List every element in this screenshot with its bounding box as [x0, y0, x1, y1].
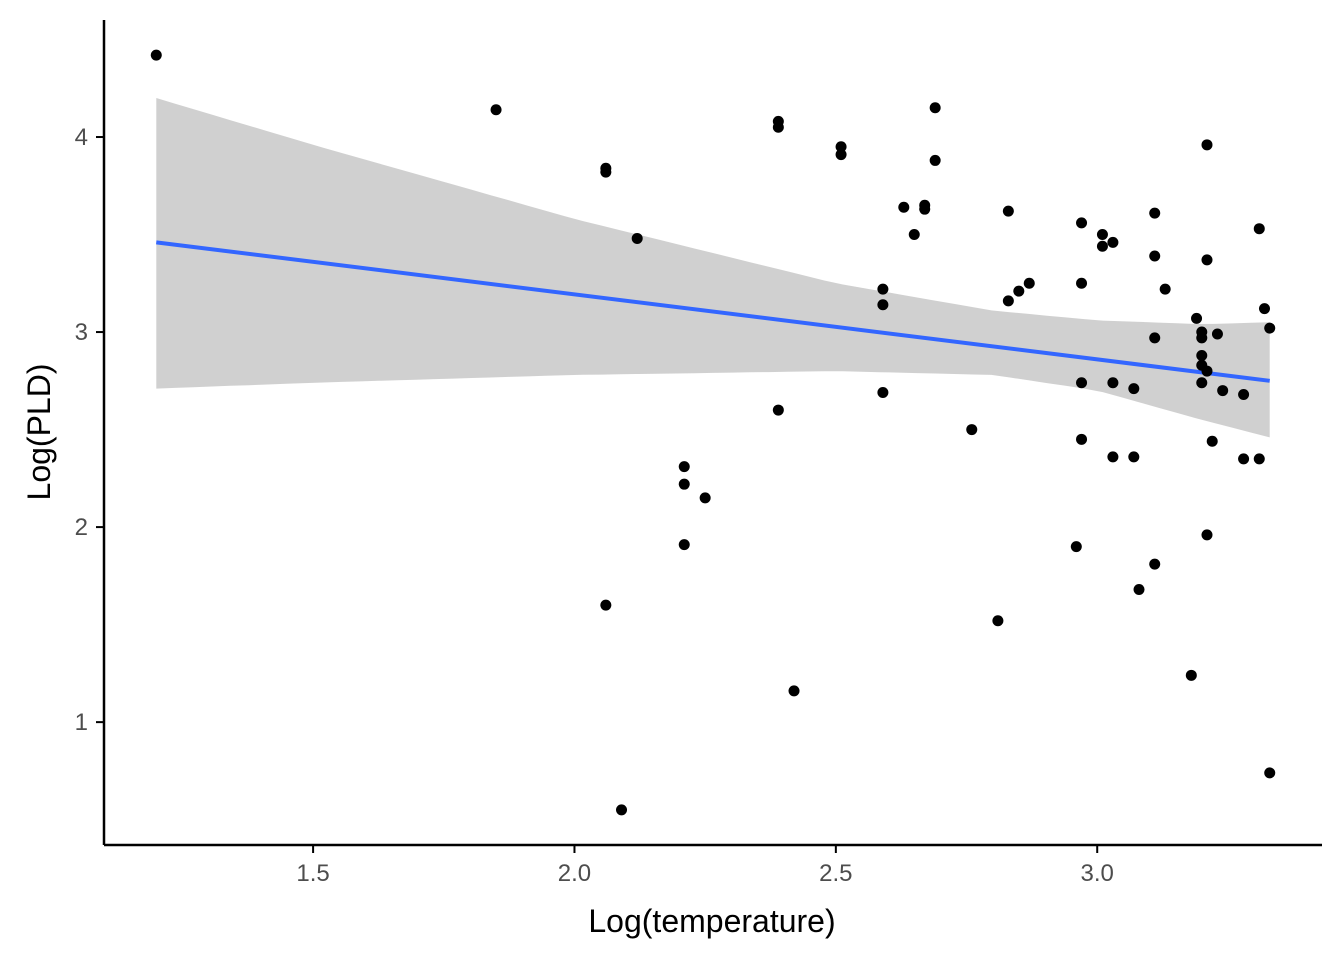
data-point: [992, 615, 1004, 627]
data-point: [600, 166, 612, 178]
confidence-band-layer: [156, 98, 1270, 438]
data-point: [631, 232, 643, 244]
data-point: [966, 424, 978, 436]
y-tick-label: 2: [75, 514, 88, 541]
y-axis-title: Log(PLD): [21, 364, 57, 501]
data-point: [616, 804, 628, 816]
data-point: [877, 299, 889, 311]
data-point: [1258, 303, 1270, 315]
data-point: [1149, 250, 1161, 262]
data-point: [835, 149, 847, 161]
data-point: [788, 685, 800, 697]
data-point: [1133, 584, 1145, 596]
data-point: [1264, 322, 1276, 334]
data-point: [1128, 383, 1140, 395]
data-point: [600, 599, 612, 611]
data-point: [1013, 285, 1025, 297]
data-point: [1238, 453, 1250, 465]
data-point: [1149, 332, 1161, 344]
fit-line-layer: [156, 240, 1270, 383]
y-tick-label: 4: [75, 124, 88, 151]
data-point: [877, 283, 889, 295]
data-point: [1107, 451, 1119, 463]
data-point: [929, 154, 941, 166]
data-point: [1070, 541, 1082, 553]
axes-layer: 1.5 2.0 2.5 3.0 1 2 3 4: [75, 20, 1322, 887]
x-tick-label: 3.0: [1081, 860, 1114, 887]
data-point: [678, 461, 690, 473]
data-point: [1217, 385, 1229, 397]
data-point: [1196, 332, 1208, 344]
data-point: [699, 492, 711, 504]
data-point: [1185, 669, 1197, 681]
data-point: [678, 478, 690, 490]
data-point: [1201, 139, 1213, 151]
y-tick-label: 1: [75, 709, 88, 736]
data-point: [1196, 377, 1208, 389]
data-point: [1159, 283, 1171, 295]
data-point: [929, 102, 941, 114]
data-point: [150, 49, 162, 61]
data-point: [1196, 349, 1208, 361]
data-point: [1076, 377, 1088, 389]
x-tick-label: 2.0: [558, 860, 591, 887]
data-point: [1107, 377, 1119, 389]
x-tick-label: 2.5: [819, 860, 852, 887]
data-point: [678, 539, 690, 551]
data-point: [877, 387, 889, 399]
data-point: [835, 141, 847, 153]
data-point: [1201, 254, 1213, 266]
data-point: [1002, 205, 1014, 217]
data-point: [1149, 558, 1161, 570]
data-point: [1076, 277, 1088, 289]
data-point: [1107, 236, 1119, 248]
data-point: [1201, 529, 1213, 541]
x-tick-label: 1.5: [296, 860, 329, 887]
data-point: [1264, 767, 1276, 779]
data-point: [772, 404, 784, 416]
data-point: [1096, 229, 1108, 241]
confidence-band: [156, 98, 1270, 438]
data-point: [898, 201, 910, 213]
data-point: [1128, 451, 1140, 463]
data-point: [1253, 453, 1265, 465]
data-point: [1253, 223, 1265, 235]
data-point: [919, 203, 931, 215]
points-layer: [150, 49, 1276, 816]
data-point: [1201, 365, 1213, 377]
y-tick-label: 3: [75, 319, 88, 346]
data-point: [1191, 312, 1203, 324]
data-point: [908, 229, 920, 241]
data-point: [1002, 295, 1014, 307]
data-point: [1076, 433, 1088, 445]
data-point: [1076, 217, 1088, 229]
data-point: [1211, 328, 1223, 340]
data-point: [772, 121, 784, 133]
data-point: [1238, 388, 1250, 400]
data-point: [490, 104, 502, 116]
fit-line: [156, 240, 1270, 383]
data-point: [1206, 435, 1218, 447]
data-point: [1149, 207, 1161, 219]
data-point: [1023, 277, 1035, 289]
data-point: [1096, 240, 1108, 252]
x-axis-title: Log(temperature): [588, 903, 835, 939]
